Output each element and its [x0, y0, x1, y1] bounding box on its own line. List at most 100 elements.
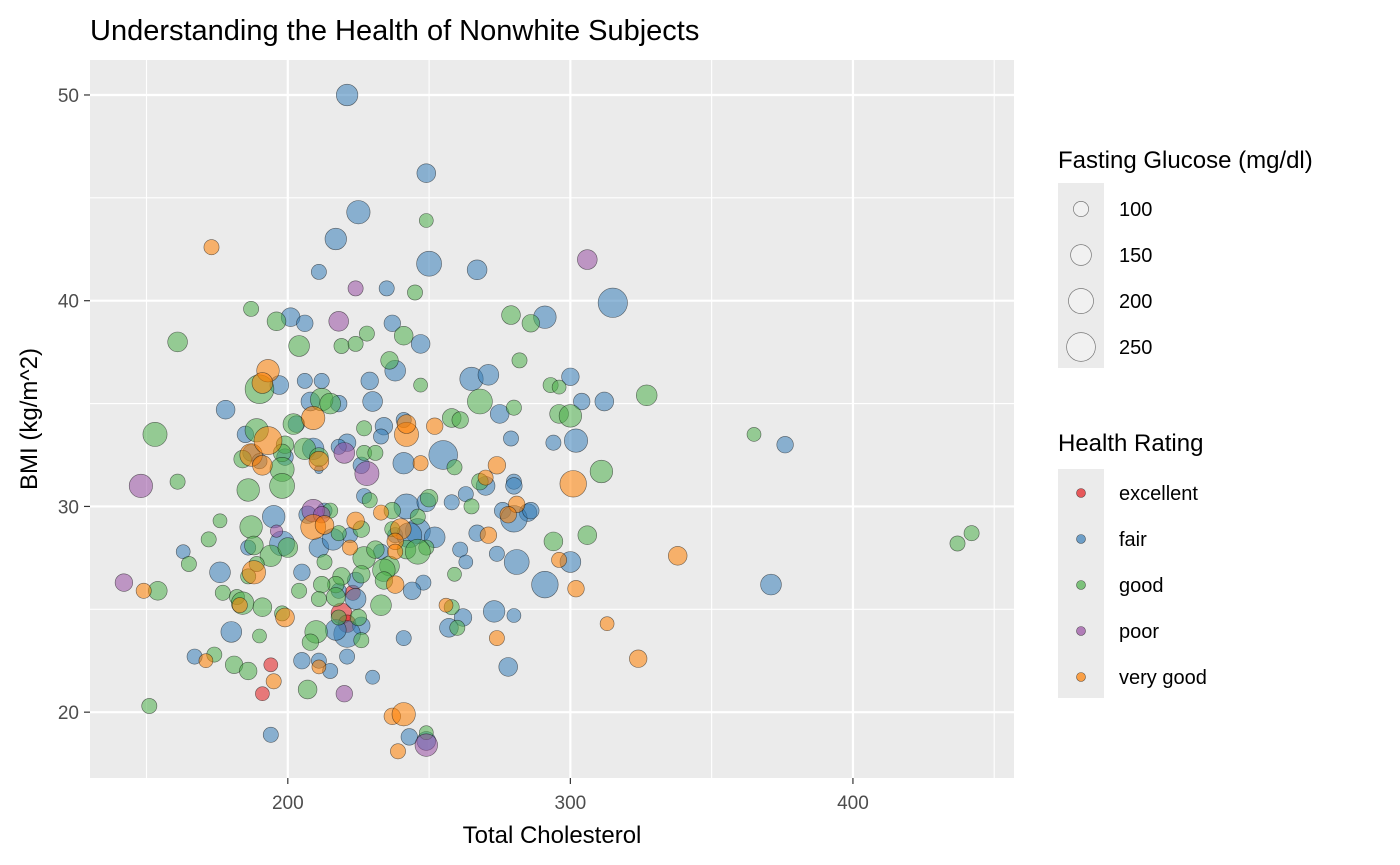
y-axis-ticks: 20 30 40 50 — [58, 86, 90, 724]
data-point — [252, 628, 267, 644]
data-point — [776, 436, 794, 454]
data-point — [501, 305, 521, 325]
data-point — [346, 200, 371, 225]
data-point — [390, 743, 406, 760]
data-point — [463, 498, 480, 515]
color-legend-key — [1076, 672, 1086, 682]
data-point — [373, 428, 389, 445]
size-legend-key — [1073, 201, 1089, 217]
data-point — [239, 661, 258, 681]
data-point — [347, 335, 364, 352]
data-point — [231, 597, 248, 614]
data-point — [200, 531, 217, 548]
data-point — [467, 388, 493, 415]
data-point — [599, 616, 615, 632]
data-point — [458, 554, 474, 570]
data-point — [128, 473, 153, 498]
data-point — [391, 702, 416, 727]
data-point — [167, 331, 188, 353]
data-point — [319, 392, 341, 415]
data-point — [263, 657, 279, 673]
data-point — [356, 420, 372, 437]
data-point — [114, 573, 133, 592]
data-point — [308, 451, 330, 472]
data-point — [418, 213, 434, 228]
data-point — [488, 630, 505, 646]
data-point — [521, 314, 540, 333]
data-point — [380, 351, 399, 370]
data-point — [531, 570, 559, 599]
data-point — [236, 478, 260, 502]
data-point — [594, 391, 614, 412]
x-axis-title: Total Cholesterol — [463, 822, 642, 849]
data-point — [335, 685, 353, 703]
data-point — [352, 565, 371, 584]
data-point — [667, 546, 688, 566]
data-point — [330, 609, 347, 626]
color-legend-label: very good — [1119, 667, 1207, 689]
data-point — [362, 391, 383, 412]
data-point — [365, 669, 380, 685]
data-point — [269, 473, 295, 499]
data-point — [252, 455, 273, 476]
data-point — [262, 726, 279, 743]
color-legend-key — [1076, 534, 1086, 544]
data-point — [259, 544, 282, 567]
x-axis-ticks: 200 300 400 — [272, 778, 869, 814]
data-point — [451, 411, 469, 429]
data-point — [288, 335, 310, 357]
chart-title: Understanding the Health of Nonwhite Sub… — [90, 15, 699, 47]
data-point — [392, 452, 415, 475]
data-point — [573, 392, 591, 411]
data-point — [255, 686, 270, 702]
data-point — [333, 442, 355, 464]
data-point — [395, 630, 412, 646]
data-point — [383, 314, 401, 332]
data-point — [215, 400, 236, 420]
color-legend-label: excellent — [1119, 483, 1198, 505]
data-point — [220, 621, 243, 643]
data-point — [333, 338, 350, 354]
data-point — [262, 505, 286, 529]
data-point — [487, 456, 507, 475]
size-legend-key-background — [1058, 183, 1104, 368]
data-point — [353, 632, 370, 649]
data-point — [483, 600, 506, 623]
data-point — [446, 459, 463, 476]
data-point — [275, 607, 295, 628]
x-tick-label: 200 — [272, 793, 304, 814]
data-point — [311, 659, 327, 675]
data-point — [313, 575, 331, 594]
grid-lines — [90, 60, 1014, 778]
data-point — [142, 421, 168, 447]
data-point — [301, 405, 326, 430]
data-point — [180, 556, 197, 572]
data-point — [310, 591, 327, 607]
data-point — [135, 582, 152, 599]
data-point — [963, 525, 980, 542]
data-point — [426, 417, 444, 435]
data-point — [477, 364, 500, 386]
data-point — [447, 566, 462, 582]
data-point — [416, 250, 442, 277]
data-point — [449, 619, 466, 636]
y-tick-label: 50 — [58, 86, 79, 107]
data-point — [266, 311, 287, 331]
data-point — [597, 287, 628, 318]
data-point — [209, 561, 231, 583]
data-point — [360, 371, 379, 391]
data-point — [551, 379, 567, 395]
data-point — [545, 434, 562, 451]
x-tick-label: 300 — [555, 793, 587, 814]
data-point — [635, 384, 658, 406]
data-point — [505, 477, 523, 495]
color-legend-label: poor — [1119, 621, 1159, 643]
y-tick-label: 30 — [58, 497, 79, 518]
data-point — [567, 580, 585, 598]
y-axis-title: BMI (kg/m^2) — [16, 348, 43, 490]
size-legend-label: 150 — [1119, 245, 1152, 267]
data-point — [394, 326, 414, 346]
size-legend-label: 250 — [1119, 337, 1152, 359]
data-point — [265, 673, 282, 690]
